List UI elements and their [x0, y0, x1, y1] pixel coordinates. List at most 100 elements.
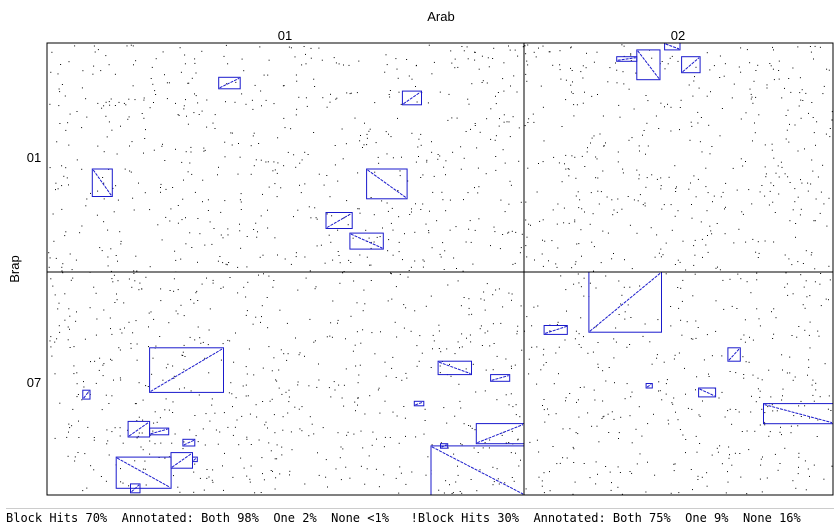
- noise-dot: [150, 78, 152, 79]
- noise-dot: [141, 432, 143, 434]
- noise-dot: [580, 317, 582, 319]
- noise-dot: [757, 377, 759, 379]
- noise-dot: [789, 372, 791, 374]
- noise-dot: [521, 233, 523, 235]
- noise-dot: [798, 105, 800, 107]
- noise-dot: [401, 156, 402, 158]
- noise-dot: [443, 407, 445, 409]
- noise-dot: [237, 292, 239, 294]
- noise-dot: [209, 420, 211, 422]
- noise-dot: [341, 128, 343, 130]
- noise-dot: [128, 116, 130, 118]
- noise-dot: [580, 346, 582, 348]
- noise-dot: [112, 281, 114, 283]
- noise-dot: [61, 165, 63, 167]
- noise-dot: [287, 151, 289, 153]
- noise-dot: [185, 217, 186, 219]
- noise-dot: [417, 146, 419, 148]
- noise-dot: [137, 435, 139, 437]
- noise-dot: [731, 305, 733, 307]
- noise-dot: [628, 88, 630, 90]
- noise-dot: [297, 381, 299, 383]
- noise-dot: [119, 377, 121, 379]
- noise-dot: [572, 93, 574, 94]
- noise-dot: [342, 158, 344, 160]
- noise-dot: [474, 59, 476, 61]
- noise-dot: [425, 474, 427, 476]
- noise-dot: [206, 469, 208, 470]
- noise-dot: [807, 468, 809, 470]
- noise-dot: [617, 198, 619, 200]
- noise-dot: [749, 62, 751, 64]
- block-box-16: [149, 347, 225, 393]
- noise-dot: [466, 46, 468, 48]
- noise-dot: [790, 425, 792, 427]
- noise-dot: [250, 444, 252, 445]
- noise-dot: [76, 311, 77, 313]
- block-box-20: [413, 400, 425, 407]
- noise-dot: [116, 299, 118, 301]
- noise-dot: [757, 241, 759, 243]
- noise-dot: [813, 400, 815, 402]
- noise-dot: [773, 333, 775, 335]
- block-alignment-12: [728, 348, 740, 361]
- noise-dot: [314, 340, 316, 342]
- noise-dot: [314, 207, 316, 209]
- block-alignment-28: [193, 457, 197, 461]
- block-box-17: [82, 389, 91, 400]
- noise-dot: [548, 51, 550, 53]
- noise-dot: [103, 363, 105, 365]
- noise-dot: [498, 483, 500, 485]
- noise-dot: [762, 456, 763, 458]
- noise-dot: [721, 463, 723, 465]
- noise-dot: [73, 373, 75, 375]
- noise-dot: [575, 177, 577, 179]
- stats-footer: Block Hits 70% Annotated: Both 98% One 2…: [6, 508, 834, 527]
- noise-dot: [598, 203, 600, 205]
- block-alignment-19: [491, 375, 509, 381]
- noise-dot: [458, 383, 460, 385]
- noise-dot: [525, 245, 527, 247]
- noise-dot: [591, 425, 593, 427]
- noise-dot: [760, 464, 762, 466]
- noise-dot: [542, 265, 544, 267]
- noise-dot: [481, 82, 483, 83]
- noise-dot: [733, 242, 735, 244]
- noise-dot: [177, 205, 179, 206]
- noise-dot: [784, 254, 786, 256]
- noise-dot: [357, 208, 359, 210]
- noise-dot: [745, 112, 747, 114]
- noise-dot: [624, 398, 626, 400]
- noise-dot: [63, 175, 65, 177]
- noise-dot: [705, 186, 707, 188]
- noise-dot: [761, 185, 763, 186]
- noise-dot: [478, 218, 480, 220]
- noise-dot: [164, 74, 165, 76]
- noise-dot: [735, 372, 737, 374]
- noise-dot: [374, 171, 376, 173]
- noise-dot: [223, 55, 225, 57]
- noise-dot: [697, 122, 699, 124]
- noise-dot: [583, 386, 585, 388]
- noise-dot: [111, 395, 113, 397]
- noise-dot: [639, 285, 641, 287]
- noise-dot: [78, 420, 79, 422]
- noise-dot: [92, 73, 94, 75]
- noise-dot: [436, 220, 438, 222]
- noise-dot: [653, 413, 654, 415]
- noise-dot: [562, 428, 564, 430]
- noise-dot: [383, 474, 385, 476]
- noise-dot: [725, 492, 727, 494]
- block-box-18: [437, 360, 473, 376]
- noise-dot: [574, 481, 576, 483]
- noise-dot: [619, 472, 621, 473]
- noise-dot: [685, 439, 687, 440]
- noise-dot: [495, 135, 497, 137]
- noise-dot: [696, 376, 698, 378]
- noise-dot: [575, 330, 577, 332]
- noise-dot: [132, 197, 134, 199]
- noise-dot: [804, 307, 806, 309]
- noise-dot: [471, 427, 473, 429]
- noise-dot: [194, 58, 196, 60]
- noise-dot: [443, 166, 445, 168]
